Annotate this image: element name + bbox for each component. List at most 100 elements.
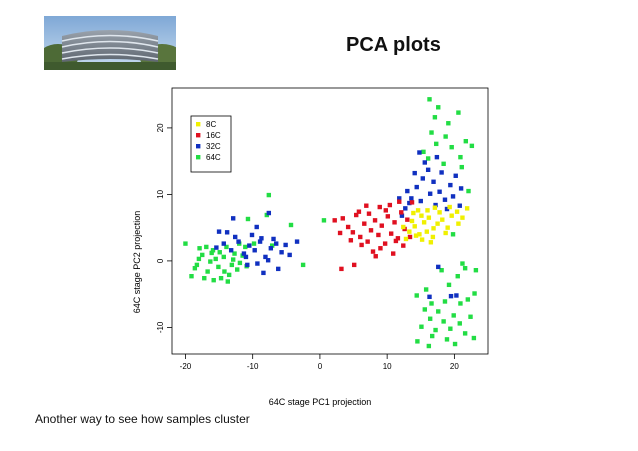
point-32c <box>263 254 268 260</box>
point-8c <box>440 217 445 222</box>
point-64c <box>427 316 433 321</box>
point-64c <box>458 301 463 306</box>
point-32c <box>409 196 414 201</box>
point-16c <box>370 249 376 254</box>
point-32c <box>266 210 272 216</box>
point-64c <box>429 333 435 339</box>
legend-swatch-64c <box>196 155 201 160</box>
legend-label-32c: 32C <box>206 142 221 151</box>
point-16c <box>348 238 354 243</box>
point-16c <box>392 220 397 225</box>
point-8c <box>419 213 424 218</box>
plot-frame <box>171 87 489 355</box>
point-8c <box>424 229 430 234</box>
point-32c <box>397 196 402 201</box>
point-64c <box>426 343 432 349</box>
point-64c <box>473 268 479 273</box>
point-32c <box>450 194 456 199</box>
point-64c <box>456 110 461 115</box>
point-32c <box>407 200 412 206</box>
point-64c <box>218 275 224 281</box>
point-16c <box>382 241 388 246</box>
point-64c <box>425 156 431 161</box>
point-64c <box>422 307 427 312</box>
point-32c <box>437 189 442 194</box>
point-32c <box>259 236 264 241</box>
point-64c <box>472 291 477 296</box>
point-64c <box>448 326 453 331</box>
point-16c <box>366 211 372 216</box>
point-32c <box>214 245 219 250</box>
point-64c <box>209 250 214 256</box>
point-32c <box>433 202 438 208</box>
y-tick-label: 20 <box>156 123 165 132</box>
point-16c <box>350 230 356 235</box>
point-32c <box>287 252 292 258</box>
point-16c <box>407 234 413 240</box>
point-8c <box>445 225 450 230</box>
point-32c <box>448 293 454 299</box>
point-32c <box>417 150 422 155</box>
point-32c <box>257 239 263 244</box>
point-16c <box>354 212 359 218</box>
point-16c <box>376 232 381 238</box>
point-16c <box>364 203 369 208</box>
point-64c <box>415 339 420 344</box>
point-64c <box>462 331 468 336</box>
point-64c <box>466 188 471 194</box>
x-axis-label: 64C stage PC1 projection <box>269 397 372 407</box>
point-16c <box>385 214 391 219</box>
point-64c <box>235 267 240 272</box>
point-32c <box>427 294 432 300</box>
point-32c <box>431 179 436 184</box>
point-64c <box>421 149 426 155</box>
point-16c <box>383 208 389 213</box>
point-8c <box>447 204 452 210</box>
point-32c <box>414 184 419 190</box>
point-16c <box>359 242 364 248</box>
point-64c <box>194 262 200 268</box>
point-32c <box>420 176 425 181</box>
point-64c <box>229 262 235 268</box>
point-64c <box>224 244 229 250</box>
point-16c <box>368 228 374 233</box>
point-8c <box>426 215 432 220</box>
point-64c <box>452 341 458 347</box>
point-32c <box>276 266 281 272</box>
point-64c <box>288 222 294 228</box>
point-64c <box>439 268 444 273</box>
point-16c <box>362 221 367 226</box>
point-64c <box>211 277 216 283</box>
legend: 8C 16C 32C 64C <box>190 115 232 173</box>
point-32c <box>241 251 247 256</box>
point-32c <box>265 258 271 263</box>
point-8c <box>419 237 425 242</box>
point-64c <box>444 337 450 342</box>
point-32c <box>255 261 260 266</box>
point-64c <box>441 319 446 324</box>
point-16c <box>397 199 402 204</box>
x-tick-label: -10 <box>247 362 259 371</box>
point-32c <box>274 241 279 246</box>
point-16c <box>405 217 410 222</box>
point-8c <box>415 208 421 213</box>
point-64c <box>192 266 198 271</box>
point-64c <box>471 335 477 341</box>
point-32c <box>252 248 257 253</box>
point-64c <box>321 218 327 223</box>
point-32c <box>283 242 288 248</box>
point-64c <box>222 269 227 274</box>
chart-svg: -20 -10 0 10 20 -10 0 10 20 8C 16C 32C 64C 64C sta… <box>132 87 489 407</box>
point-16c <box>340 216 345 221</box>
point-64c <box>216 264 221 270</box>
point-32c <box>422 160 427 165</box>
point-8c <box>454 209 460 214</box>
point-64c <box>269 243 275 248</box>
point-64c <box>443 134 448 139</box>
point-64c <box>225 279 231 284</box>
point-8c <box>460 215 465 220</box>
point-32c <box>249 232 255 238</box>
y-axis: -10 0 10 20 <box>156 123 172 333</box>
point-16c <box>377 204 382 210</box>
point-8c <box>403 236 409 242</box>
